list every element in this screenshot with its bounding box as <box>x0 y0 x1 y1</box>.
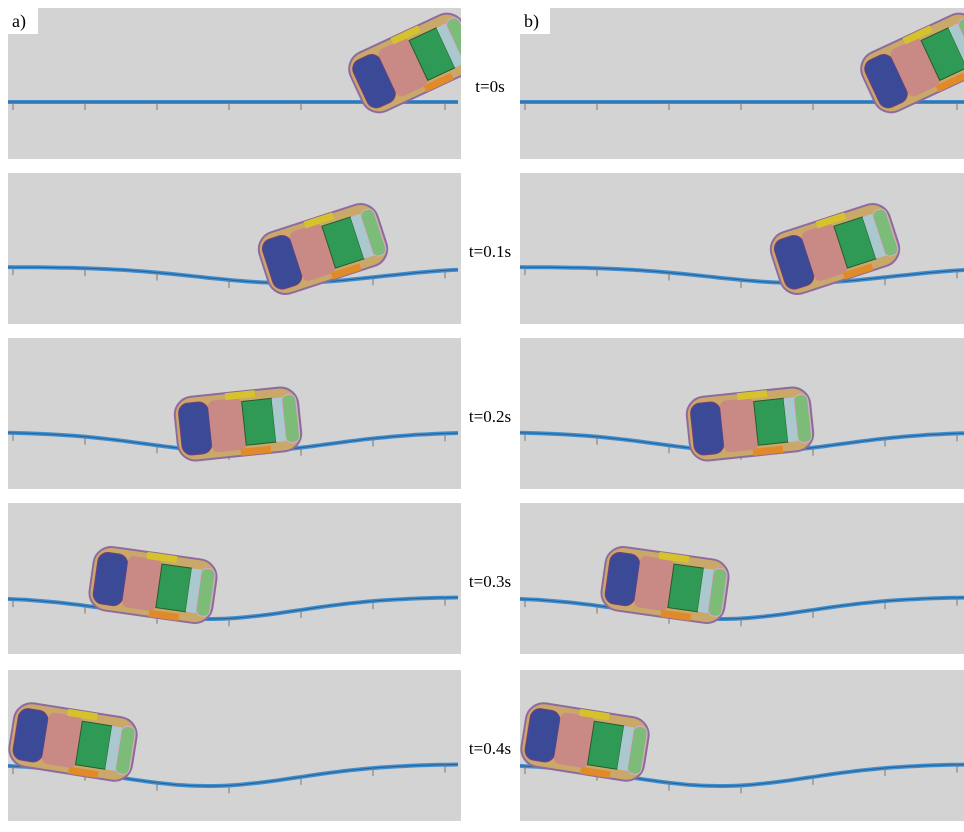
car <box>173 386 303 463</box>
time-label: t=0.3s <box>469 572 511 591</box>
time-label: t=0s <box>475 77 504 96</box>
frame-panel <box>520 503 964 654</box>
column-label: b) <box>524 11 539 32</box>
car-roof <box>719 398 758 453</box>
panel-bg <box>8 503 461 654</box>
frame-panel <box>520 338 964 489</box>
car-cabin <box>754 398 788 445</box>
car-cabin <box>156 564 192 612</box>
frame-panel <box>519 670 964 821</box>
time-label: t=0.4s <box>469 739 511 758</box>
frame-panel <box>8 503 461 654</box>
car-rear <box>690 401 725 456</box>
time-label: t=0.1s <box>469 242 511 261</box>
car-roof <box>207 398 246 453</box>
frame-panel <box>8 173 461 324</box>
car-rear <box>178 401 213 456</box>
frame-panel: a) <box>8 8 483 159</box>
car <box>685 386 815 463</box>
car-cabin <box>242 398 276 445</box>
frame-panel: b) <box>520 8 964 159</box>
frame-panel <box>520 173 964 324</box>
time-label: t=0.2s <box>469 407 511 426</box>
figure: a) b) t=0s t=0.1s t=0.2s t=0.3s t=0.4s <box>0 0 964 827</box>
frame-panel <box>8 338 461 489</box>
panel-bg <box>520 503 964 654</box>
car-cabin <box>668 564 704 612</box>
frame-panel <box>7 670 461 821</box>
column-label: a) <box>12 11 26 32</box>
panel-bg <box>8 173 461 324</box>
